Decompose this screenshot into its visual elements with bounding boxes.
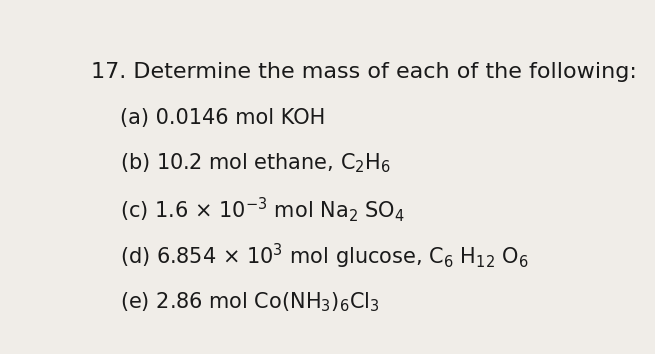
Text: (d) 6.854 $\times$ $\mathrm{10^3}$ mol glucose, $\mathrm{C_6}$ $\mathrm{H_{12}}$: (d) 6.854 $\times$ $\mathrm{10^3}$ mol g… <box>120 241 529 271</box>
Text: (a) 0.0146 mol KOH: (a) 0.0146 mol KOH <box>120 108 325 128</box>
Text: (c) 1.6 $\times$ $\mathrm{10^{-3}}$ mol $\mathrm{Na_2}$ $\mathrm{SO_4}$: (c) 1.6 $\times$ $\mathrm{10^{-3}}$ mol … <box>120 195 405 224</box>
Text: (e) 2.86 mol $\mathrm{Co(NH_3)_6Cl_3}$: (e) 2.86 mol $\mathrm{Co(NH_3)_6Cl_3}$ <box>120 291 380 314</box>
Text: (b) 10.2 mol ethane, $\mathrm{C_2H_6}$: (b) 10.2 mol ethane, $\mathrm{C_2H_6}$ <box>120 152 391 175</box>
Text: 17. Determine the mass of each of the following:: 17. Determine the mass of each of the fo… <box>91 62 637 81</box>
